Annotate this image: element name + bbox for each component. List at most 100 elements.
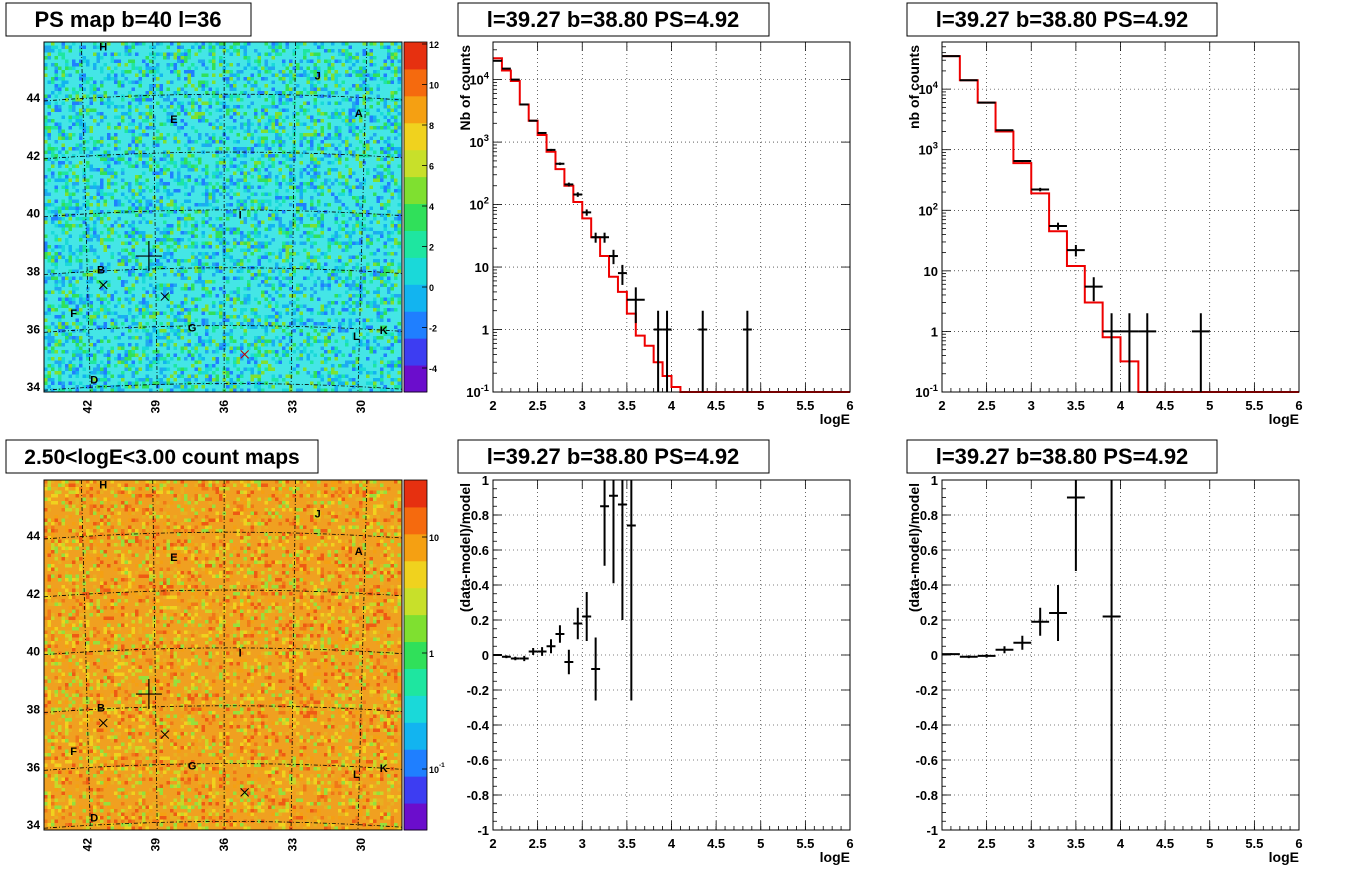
map-pixel	[152, 52, 156, 56]
source-label: B	[97, 264, 105, 276]
map-pixel	[306, 353, 310, 357]
map-pixel	[131, 87, 135, 91]
map-pixel	[352, 63, 356, 67]
map-pixel	[142, 129, 146, 133]
map-pixel	[163, 336, 167, 340]
map-pixel	[383, 385, 387, 389]
map-pixel	[208, 294, 212, 298]
map-pixel	[383, 252, 387, 256]
map-pixel	[75, 294, 79, 298]
map-pixel	[240, 241, 244, 245]
map-pixel	[170, 192, 174, 196]
map-pixel	[310, 84, 314, 88]
map-pixel	[44, 189, 48, 193]
map-pixel	[110, 238, 114, 242]
map-pixel	[278, 140, 282, 144]
map-pixel	[44, 676, 48, 680]
map-pixel	[247, 325, 251, 329]
map-pixel	[58, 343, 62, 347]
map-pixel	[366, 262, 370, 266]
map-pixel	[103, 101, 107, 105]
map-pixel	[205, 185, 209, 189]
map-pixel	[334, 80, 338, 84]
map-pixel	[376, 336, 380, 340]
map-pixel	[341, 262, 345, 266]
map-pixel	[233, 238, 237, 242]
map-pixel	[243, 91, 247, 95]
map-pixel	[177, 262, 181, 266]
map-pixel	[44, 536, 48, 540]
map-pixel	[65, 480, 69, 484]
map-pixel	[187, 164, 191, 168]
map-pixel	[166, 360, 170, 364]
map-pixel	[352, 378, 356, 382]
map-pixel	[58, 735, 62, 739]
map-pixel	[61, 371, 65, 375]
map-pixel	[334, 133, 338, 137]
map-pixel	[58, 371, 62, 375]
map-pixel	[362, 42, 366, 46]
map-pixel	[191, 45, 195, 49]
map-pixel	[145, 94, 149, 98]
map-pixel	[380, 213, 384, 217]
map-pixel	[348, 325, 352, 329]
map-pixel	[75, 175, 79, 179]
map-pixel	[44, 45, 48, 49]
map-pixel	[198, 203, 202, 207]
map-pixel	[334, 73, 338, 77]
map-pixel	[387, 185, 391, 189]
map-pixel	[310, 185, 314, 189]
map-pixel	[366, 91, 370, 95]
map-pixel	[47, 157, 51, 161]
map-pixel	[292, 301, 296, 305]
map-pixel	[138, 150, 142, 154]
map-pixel	[184, 318, 188, 322]
map-pixel	[240, 115, 244, 119]
map-pixel	[156, 182, 160, 186]
map-pixel	[268, 241, 272, 245]
map-pixel	[65, 182, 69, 186]
map-pixel	[289, 234, 293, 238]
map-pixel	[54, 234, 58, 238]
map-pixel	[296, 42, 300, 46]
map-pixel	[310, 80, 314, 84]
map-pixel	[317, 171, 321, 175]
map-pixel	[355, 199, 359, 203]
map-pixel	[254, 353, 258, 357]
map-pixel	[79, 248, 83, 252]
map-pixel	[359, 220, 363, 224]
map-pixel	[233, 339, 237, 343]
map-pixel	[247, 388, 251, 392]
map-pixel	[219, 101, 223, 105]
map-pixel	[383, 297, 387, 301]
map-pixel	[131, 140, 135, 144]
map-pixel	[324, 367, 328, 371]
title-box-spec-1: l=39.27 b=38.80 PS=4.92	[457, 2, 770, 37]
map-pixel	[201, 269, 205, 273]
map-pixel	[310, 196, 314, 200]
map-pixel	[121, 84, 125, 88]
map-pixel	[313, 224, 317, 228]
map-pixel	[131, 150, 135, 154]
map-pixel	[362, 255, 366, 259]
map-pixel	[65, 515, 69, 519]
map-pixel	[103, 224, 107, 228]
map-pixel	[68, 45, 72, 49]
map-pixel	[170, 199, 174, 203]
map-pixel	[201, 42, 205, 46]
map-pixel	[373, 339, 377, 343]
map-pixel	[145, 112, 149, 116]
map-pixel	[215, 252, 219, 256]
map-pixel	[184, 182, 188, 186]
map-pixel	[61, 80, 65, 84]
map-pixel	[177, 374, 181, 378]
map-pixel	[166, 388, 170, 392]
map-pixel	[51, 707, 55, 711]
map-pixel	[184, 259, 188, 263]
map-pixel	[362, 178, 366, 182]
map-pixel	[229, 297, 233, 301]
map-pixel	[170, 227, 174, 231]
map-pixel	[51, 543, 55, 547]
map-pixel	[61, 343, 65, 347]
map-pixel	[103, 367, 107, 371]
